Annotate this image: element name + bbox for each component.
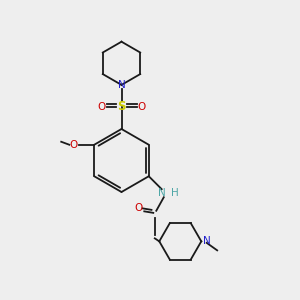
Text: N: N <box>158 188 165 198</box>
Text: O: O <box>97 101 106 112</box>
Text: O: O <box>134 203 142 213</box>
Text: O: O <box>69 140 77 150</box>
Text: O: O <box>137 101 146 112</box>
Text: N: N <box>118 80 125 90</box>
Text: S: S <box>117 100 126 113</box>
Text: N: N <box>203 236 211 246</box>
Text: H: H <box>171 188 179 198</box>
